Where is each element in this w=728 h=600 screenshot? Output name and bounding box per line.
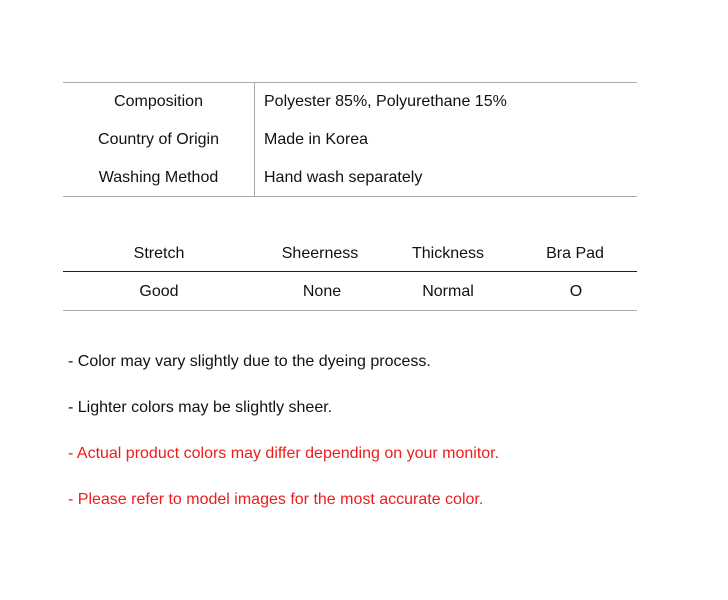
header-stretch: Stretch [133, 245, 185, 262]
divider [63, 82, 637, 83]
header-thickness: Thickness [411, 245, 485, 262]
header-divider [63, 271, 637, 272]
value-thickness: Normal [422, 283, 474, 300]
note-warning: - Actual product colors may differ depen… [68, 445, 500, 462]
divider [63, 310, 637, 311]
note: - Lighter colors may be slightly sheer. [68, 399, 333, 416]
composition-value: Polyester 85%, Polyurethane 15% [264, 93, 507, 110]
origin-label: Country of Origin [98, 131, 219, 148]
note: - Color may vary slightly due to the dye… [68, 353, 431, 370]
washing-label: Washing Method [98, 169, 219, 186]
value-sheerness: None [302, 283, 342, 300]
divider [63, 196, 637, 197]
value-bra-pad: O [569, 283, 583, 300]
header-sheerness: Sheerness [281, 245, 359, 262]
note-warning: - Please refer to model images for the m… [68, 491, 484, 508]
value-stretch: Good [139, 283, 179, 300]
header-bra-pad: Bra Pad [546, 245, 604, 262]
column-divider [254, 82, 255, 196]
washing-value: Hand wash separately [264, 169, 423, 186]
composition-label: Composition [114, 93, 203, 110]
origin-value: Made in Korea [264, 131, 369, 148]
